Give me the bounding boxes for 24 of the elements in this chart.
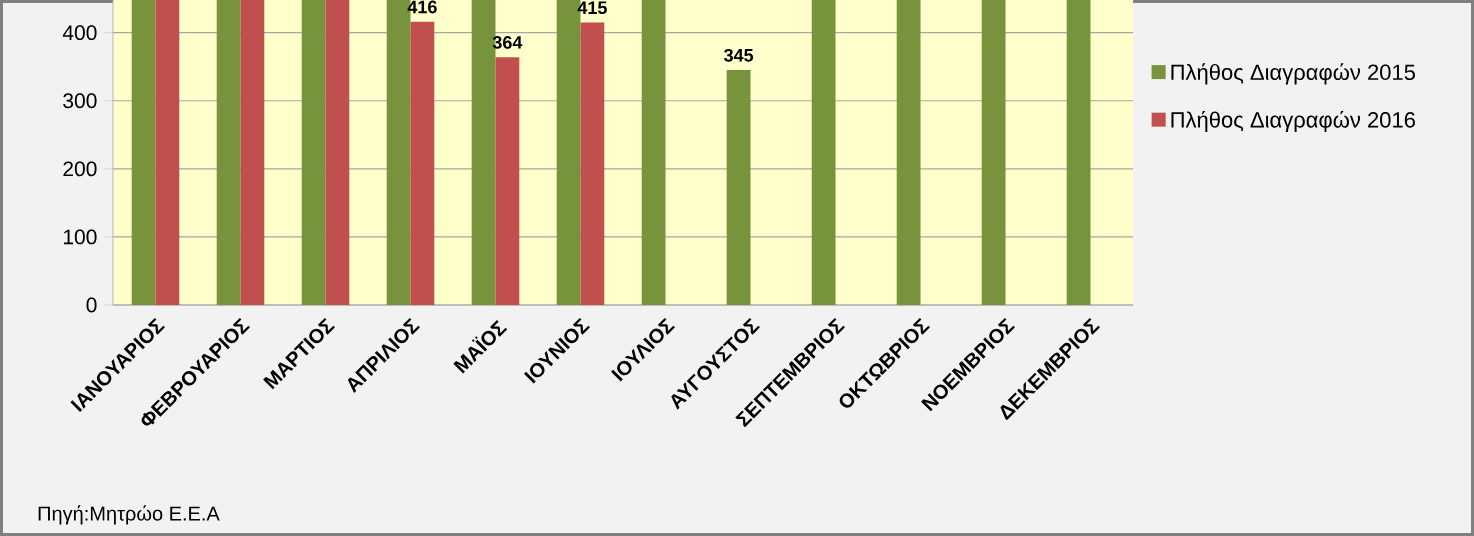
bar	[981, 0, 1006, 305]
bar	[216, 0, 241, 305]
bar	[811, 0, 836, 305]
bar	[726, 70, 751, 305]
bar	[240, 0, 265, 305]
y-tick-label: 400	[62, 25, 97, 41]
bar	[896, 0, 921, 305]
bar	[325, 0, 350, 305]
legend-label: Πλήθος Διαγραφών 2016	[1171, 110, 1415, 132]
y-tick-label: 300	[63, 93, 97, 109]
text: Πηγή:Μητρώο Ε.Ε.Α	[38, 505, 220, 525]
bar	[580, 22, 605, 305]
bar	[641, 0, 666, 305]
y-tick-label: 200	[63, 161, 97, 177]
y-tick-label: 100	[63, 229, 97, 245]
bar	[131, 0, 156, 305]
y-tick-label: 0	[86, 297, 97, 313]
bar	[155, 0, 180, 305]
bar	[410, 21, 435, 305]
bar	[1066, 0, 1091, 305]
bar	[495, 57, 520, 305]
legend-label: Πλήθος Διαγραφών 2015	[1171, 63, 1415, 85]
data-label: 345	[724, 48, 754, 62]
bar	[301, 0, 326, 305]
